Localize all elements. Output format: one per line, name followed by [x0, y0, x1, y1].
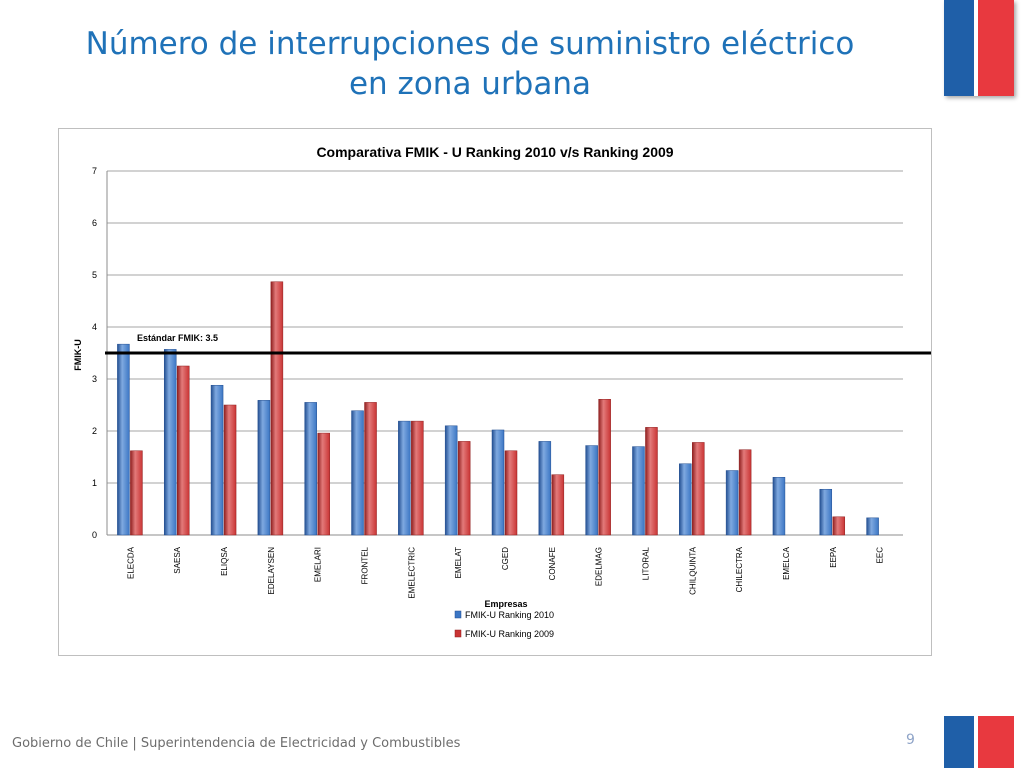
bar-2010	[163, 349, 177, 536]
reference-line-group: Estándar FMIK: 3.5	[105, 330, 931, 355]
legend: FMIK-U Ranking 2010 FMIK-U Ranking 2009	[454, 610, 554, 639]
y-tick-label: 0	[92, 530, 97, 540]
bar-2009	[223, 404, 237, 536]
x-tick-label: EMELCA	[782, 546, 791, 580]
reference-label-background	[133, 330, 235, 345]
flag-blue-stripe	[944, 716, 974, 768]
bar-2010	[725, 470, 739, 536]
y-tick-label: 6	[92, 218, 97, 228]
bar-2009	[504, 450, 518, 536]
bar-2010	[304, 402, 317, 536]
bar-2009	[645, 427, 658, 536]
grid-lines	[106, 170, 903, 536]
x-tick-label: EMELAT	[454, 547, 463, 579]
y-tick-label: 4	[92, 322, 97, 332]
bar-2009	[317, 432, 330, 536]
bar-2010	[117, 343, 130, 536]
x-tick-label: EDELMAG	[595, 547, 604, 586]
bar-2010	[210, 384, 224, 536]
x-tick-label: EDELAYSEN	[267, 547, 276, 595]
title-line-2: en zona urbana	[348, 66, 592, 102]
footer-text: Gobierno de Chile | Superintendencia de …	[12, 736, 461, 751]
bar-2010	[819, 488, 833, 536]
x-tick-label: ELIQSA	[220, 546, 229, 576]
page-number: 9	[906, 732, 915, 748]
bar-2009	[598, 399, 611, 536]
x-tick-label: EEC	[876, 547, 885, 564]
title-line-1: Número de interrupciones de suministro e…	[85, 26, 855, 62]
bar-2010	[772, 477, 786, 536]
y-tick-label: 2	[92, 426, 97, 436]
bars	[117, 281, 879, 536]
legend-label-2009: FMIK-U Ranking 2009	[465, 629, 554, 639]
flag-white-stripe	[974, 0, 978, 96]
bar-2010	[257, 400, 271, 536]
bar-2009	[551, 474, 565, 536]
x-tick-label: CGED	[501, 547, 510, 570]
bar-2010	[632, 446, 645, 536]
bar-chart: Comparativa FMIK - U Ranking 2010 v/s Ra…	[73, 144, 931, 639]
flag-red-stripe	[978, 0, 1014, 96]
x-tick-label: EMELECTRIC	[407, 547, 416, 599]
x-tick-label: EEPA	[829, 546, 838, 567]
reference-line-label: Estándar FMIK: 3.5	[137, 333, 218, 343]
bar-2010	[398, 420, 411, 536]
x-tick-label: ELECDA	[126, 546, 135, 579]
bar-2010	[679, 463, 692, 536]
flag-blue-stripe	[944, 0, 974, 96]
x-tick-label: EMELARI	[314, 547, 323, 582]
bar-2009	[411, 420, 424, 536]
chart-title: Comparativa FMIK - U Ranking 2010 v/s Ra…	[316, 144, 673, 160]
x-tick-label: CHILQUINTA	[688, 546, 697, 595]
legend-swatch-2009	[454, 629, 462, 638]
tick-labels: 0 1 2 3 4 5 6 7 ELECDA SAESA ELIQSA EDELAYSEN EMELAR…	[92, 166, 885, 599]
bar-2010	[491, 429, 505, 536]
bar-2009	[176, 365, 190, 536]
x-tick-label: CONAFE	[548, 547, 557, 580]
y-axis-label: FMIK-U	[73, 339, 83, 371]
chile-flag-logo-footer	[944, 716, 1014, 768]
x-tick-label: CHILECTRA	[735, 546, 744, 592]
legend-swatch-2010	[454, 610, 462, 619]
bar-2009	[692, 442, 705, 536]
x-tick-label: LITORAL	[641, 546, 650, 580]
bar-2010	[351, 410, 364, 536]
chart-frame: Comparativa FMIK - U Ranking 2010 v/s Ra…	[58, 128, 932, 656]
bar-2010	[444, 425, 458, 536]
flag-white-stripe	[974, 716, 978, 768]
bar-2009	[364, 402, 377, 536]
y-tick-label: 3	[92, 374, 97, 384]
chile-flag-logo	[944, 0, 1014, 96]
y-tick-label: 5	[92, 270, 97, 280]
bar-2009	[270, 281, 284, 536]
x-tick-label: SAESA	[173, 546, 182, 573]
y-tick-label: 1	[92, 478, 97, 488]
y-tick-label: 7	[92, 166, 97, 176]
bar-2010	[585, 445, 598, 536]
bar-2009	[832, 516, 846, 536]
bar-2009	[457, 441, 471, 536]
bar-2009	[738, 449, 752, 536]
slide-title: Número de interrupciones de suministro e…	[20, 24, 920, 104]
bar-2009	[130, 450, 143, 536]
legend-label-2010: FMIK-U Ranking 2010	[465, 610, 554, 620]
bar-2010	[538, 441, 552, 536]
flag-red-stripe	[978, 716, 1014, 768]
bar-2010	[866, 517, 879, 536]
x-axis-label: Empresas	[484, 599, 527, 609]
x-tick-label: FRONTEL	[361, 546, 370, 584]
